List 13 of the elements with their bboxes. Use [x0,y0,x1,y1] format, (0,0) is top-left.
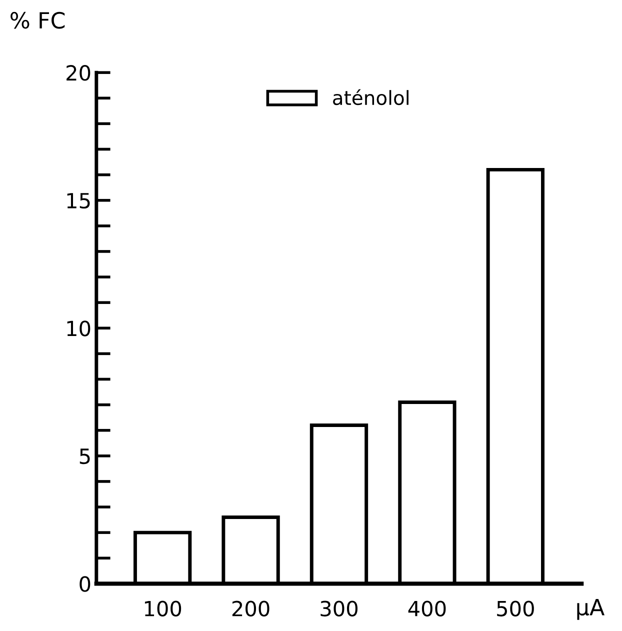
y-tick-label: 0 [80,576,90,592]
x-tick-label: 400 [408,600,446,616]
legend-label: aténolol [333,89,408,106]
x-tick-label: 200 [232,600,270,616]
x-axis-title: µA [577,599,605,620]
y-tick-label: 20 [66,65,90,81]
x-tick-label: 300 [320,600,358,616]
x-tick-label: 500 [497,600,534,616]
x-tick-label: 100 [144,600,182,616]
y-tick-label: 10 [67,320,90,336]
y-axis-title: % FC [10,12,65,29]
y-tick-label: 5 [80,448,90,464]
y-tick-label: 15 [67,193,90,209]
